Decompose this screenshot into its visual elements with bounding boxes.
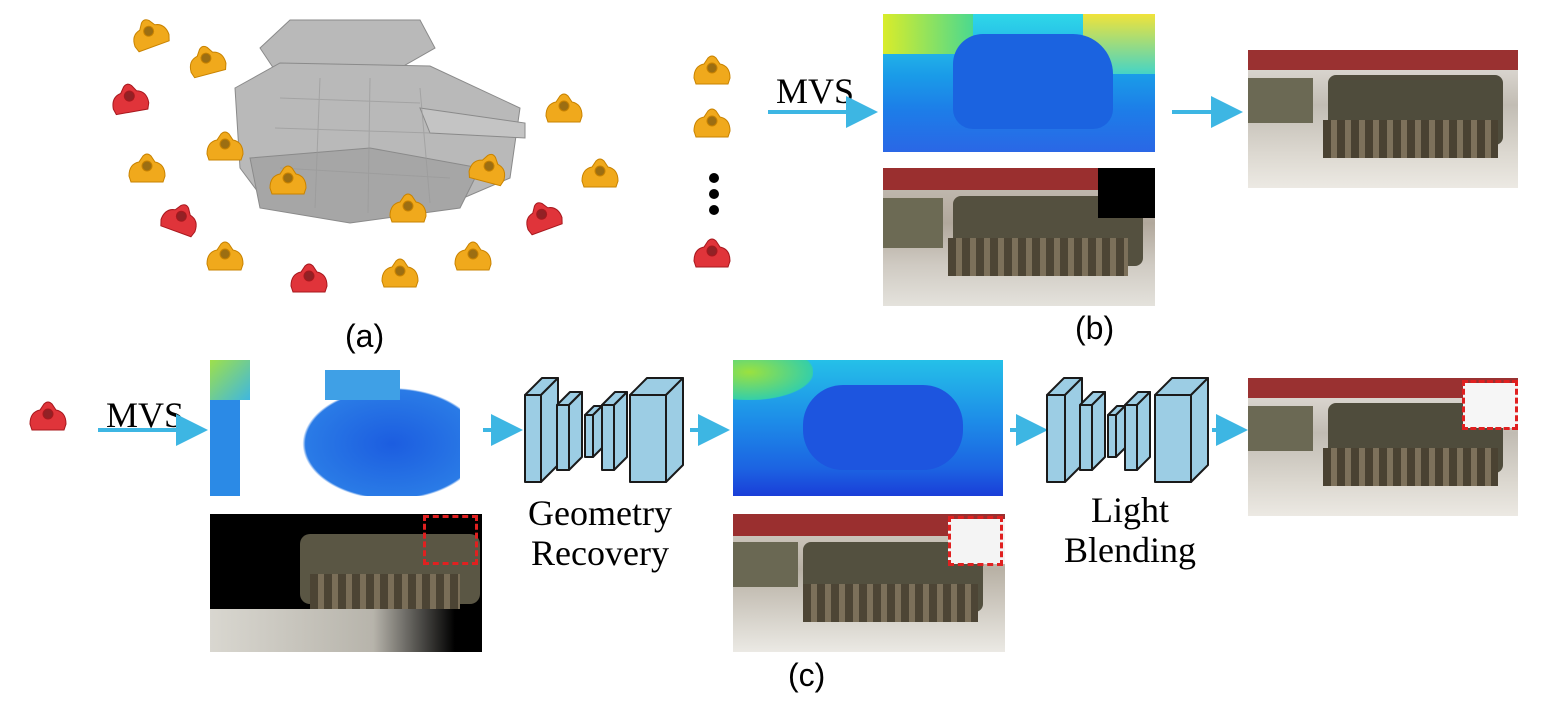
recovered-depth-map (733, 360, 1003, 496)
camera-icon (693, 238, 731, 268)
tank-point-cloud-with-cameras (234, 19, 526, 224)
geometry-recovery-network (524, 377, 684, 483)
camera-icon (29, 401, 67, 431)
sparse-warped-image (210, 514, 482, 652)
geometry-recovery-line2: Recovery (531, 533, 669, 574)
light-blending-network (1046, 377, 1209, 483)
scene-panel-a (100, 8, 660, 308)
light-blending-line1: Light (1091, 490, 1169, 530)
mvs-label-top: MVS (776, 71, 855, 111)
output-image-bottom (1248, 378, 1518, 516)
geometry-recovery-line1: Geometry (528, 493, 672, 533)
light-blending-line2: Blending (1064, 530, 1196, 571)
panel-label-b: (b) (1075, 310, 1115, 346)
sparse-depth-map (210, 360, 460, 496)
recovered-warped-image (733, 514, 1005, 652)
output-image-top (1248, 50, 1518, 188)
highlight-box (423, 515, 478, 565)
warped-image-top (883, 168, 1155, 306)
tank-mesh (234, 19, 526, 224)
ellipsis-dot (709, 189, 719, 199)
light-blending-label: Light Blending (1030, 490, 1230, 571)
geometry-recovery-label: Geometry Recovery (505, 493, 695, 574)
highlight-box (1462, 380, 1518, 430)
camera-icon (693, 108, 731, 138)
camera-icon (693, 55, 731, 85)
depth-map-top (883, 14, 1155, 152)
panel-label-a: (a) (345, 318, 385, 354)
mvs-label-bottom: MVS (106, 395, 185, 435)
ellipsis-dot (709, 173, 719, 183)
ellipsis-dot (709, 205, 719, 215)
highlight-box (948, 516, 1003, 566)
panel-label-c: (c) (788, 657, 826, 693)
